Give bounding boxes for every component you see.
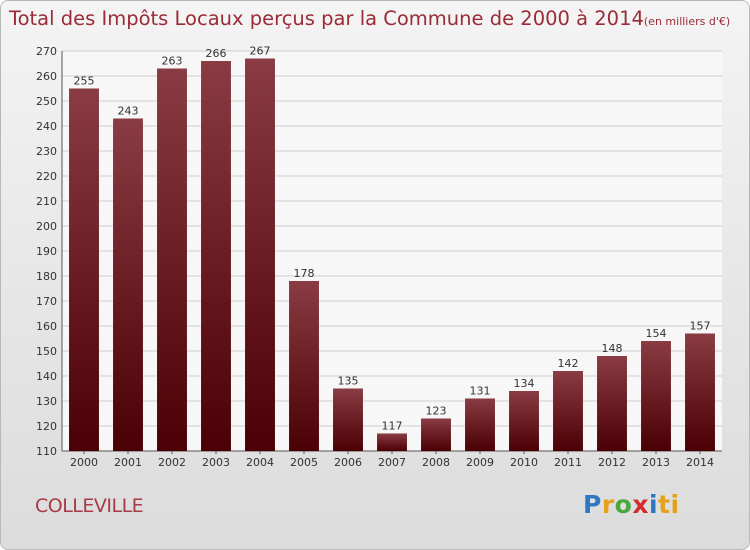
bar-2005: [289, 281, 319, 451]
bar-2009: [465, 398, 495, 451]
bar-value-label: 117: [382, 420, 403, 433]
y-tick-label: 210: [36, 195, 57, 208]
bar-value-label: 148: [602, 342, 623, 355]
x-tick-label: 2008: [422, 456, 450, 469]
y-tick-label: 180: [36, 270, 57, 283]
bar-layer: [69, 58, 715, 451]
y-tick-label: 240: [36, 120, 57, 133]
x-tick-label: 2002: [158, 456, 186, 469]
x-tick-label: 2004: [246, 456, 274, 469]
y-tick-label: 230: [36, 145, 57, 158]
logo-letter: o: [614, 490, 633, 519]
proxiti-logo[interactable]: Proxiti: [583, 490, 680, 519]
bar-2001: [113, 118, 143, 451]
bar-2014: [685, 333, 715, 451]
x-tick-label: 2005: [290, 456, 318, 469]
y-tick-label: 110: [36, 445, 57, 458]
bar-2000: [69, 88, 99, 451]
chart-title: Total des Impôts Locaux perçus par la Co…: [9, 7, 730, 30]
bar-value-label: 154: [646, 327, 667, 340]
y-tick-label: 150: [36, 345, 57, 358]
bar-2004: [245, 58, 275, 451]
bar-2012: [597, 356, 627, 451]
chart-title-unit: (en milliers d'€): [643, 15, 731, 28]
y-tick-label: 130: [36, 395, 57, 408]
x-tick-label: 2006: [334, 456, 362, 469]
x-tick-label: 2011: [554, 456, 582, 469]
bar-value-label: 243: [118, 105, 139, 118]
bar-value-label: 134: [514, 377, 535, 390]
bar-value-label: 178: [294, 267, 315, 280]
commune-name: COLLEVILLE: [35, 495, 144, 517]
logo-letter: x: [632, 490, 649, 519]
y-tick-label: 160: [36, 320, 57, 333]
bar-value-label: 157: [690, 320, 711, 333]
y-tick-label: 260: [36, 70, 57, 83]
axis-layer: 110 120 130 140 150 160 170 180 190 200 210 220 230 2…: [36, 45, 722, 469]
bar-2010: [509, 391, 539, 451]
logo-letter: i: [649, 490, 659, 519]
bar-2013: [641, 341, 671, 451]
bar-value-label: 266: [206, 47, 227, 60]
bar-value-label: 263: [162, 55, 183, 68]
logo-letter: ti: [658, 490, 680, 519]
bar-value-label: 123: [426, 405, 447, 418]
y-tick-label: 190: [36, 245, 57, 258]
bar-value-label: 142: [558, 357, 579, 370]
logo-letter: r: [601, 490, 615, 519]
x-tick-label: 2012: [598, 456, 626, 469]
label-layer: 255 243 263 266 267 178 135 117 123 131 134 142 148 1…: [74, 45, 711, 433]
y-tick-label: 250: [36, 95, 57, 108]
bar-value-label: 131: [470, 385, 491, 398]
x-tick-label: 2009: [466, 456, 494, 469]
bar-2003: [201, 61, 231, 451]
y-tick-label: 270: [36, 45, 57, 58]
bar-2007: [377, 433, 407, 451]
bar-value-label: 135: [338, 375, 359, 388]
bar-value-label: 255: [74, 75, 95, 88]
logo-letter: P: [583, 490, 602, 519]
y-tick-label: 170: [36, 295, 57, 308]
x-tick-label: 2001: [114, 456, 142, 469]
y-tick-label: 140: [36, 370, 57, 383]
bar-2002: [157, 68, 187, 451]
bar-2006: [333, 388, 363, 451]
y-tick-label: 120: [36, 420, 57, 433]
x-tick-label: 2003: [202, 456, 230, 469]
bar-2008: [421, 418, 451, 451]
x-tick-label: 2014: [686, 456, 714, 469]
x-tick-label: 2010: [510, 456, 538, 469]
bar-value-label: 267: [250, 45, 271, 58]
bar-2011: [553, 371, 583, 451]
y-tick-label: 220: [36, 170, 57, 183]
x-tick-label: 2013: [642, 456, 670, 469]
chart-title-main: Total des Impôts Locaux perçus par la Co…: [9, 7, 644, 30]
y-tick-label: 200: [36, 220, 57, 233]
x-tick-label: 2000: [70, 456, 98, 469]
x-tick-label: 2007: [378, 456, 406, 469]
